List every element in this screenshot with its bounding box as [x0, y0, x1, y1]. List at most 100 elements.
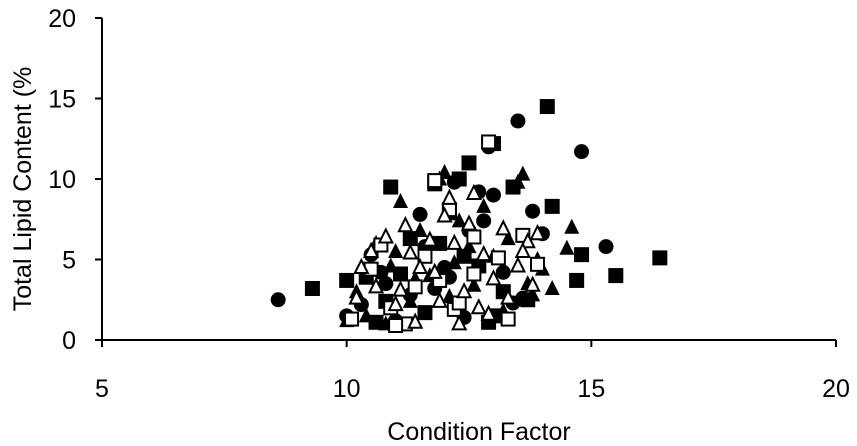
- point-square: [383, 179, 399, 195]
- y-tick-label: 10: [48, 166, 76, 194]
- x-tick-label: 5: [95, 375, 109, 403]
- point-circle: [485, 187, 501, 203]
- point-circle: [598, 239, 614, 255]
- point-triangle: [383, 257, 399, 273]
- point-open-triangle: [348, 288, 365, 305]
- point-open-square: [466, 266, 482, 282]
- x-tick-label: 20: [822, 375, 850, 403]
- point-open-triangle: [509, 256, 527, 273]
- point-open-triangle: [475, 244, 492, 262]
- point-triangle: [544, 279, 560, 295]
- point-open-square: [451, 295, 467, 311]
- point-triangle: [510, 173, 526, 189]
- y-tick-label: 0: [62, 327, 76, 355]
- x-tick-label: 15: [577, 375, 605, 403]
- point-triangle: [358, 307, 374, 323]
- point-triangle: [466, 276, 482, 292]
- point-square: [432, 235, 448, 251]
- point-open-triangle: [446, 233, 463, 250]
- x-tick-label: 10: [333, 375, 361, 403]
- point-triangle: [525, 286, 541, 302]
- point-open-triangle: [495, 219, 512, 236]
- point-open-square: [481, 134, 497, 150]
- point-open-triangle: [402, 243, 419, 260]
- point-triangle: [392, 193, 408, 209]
- point-open-square: [490, 250, 506, 266]
- point-square: [544, 198, 560, 214]
- point-square: [339, 272, 355, 288]
- point-open-triangle: [451, 314, 468, 331]
- point-square: [608, 268, 624, 284]
- point-open-triangle: [500, 288, 517, 305]
- point-open-square: [466, 229, 482, 245]
- y-tick-label: 5: [62, 247, 76, 275]
- point-open-triangle: [421, 230, 438, 247]
- point-open-square: [407, 279, 423, 295]
- point-square: [652, 250, 668, 266]
- y-axis-title: Total Lipid Content (%: [9, 67, 37, 312]
- point-circle: [510, 113, 526, 129]
- point-triangle: [564, 218, 580, 234]
- axes: [95, 17, 837, 347]
- point-triangle: [461, 238, 477, 254]
- point-triangle: [402, 292, 418, 308]
- point-circle: [574, 144, 590, 160]
- point-square: [451, 171, 467, 187]
- point-square: [304, 280, 320, 296]
- point-triangle: [500, 230, 516, 246]
- point-square: [574, 247, 590, 263]
- point-open-triangle: [407, 312, 424, 329]
- point-open-square: [500, 311, 516, 327]
- point-open-triangle: [524, 275, 541, 292]
- point-open-triangle: [455, 281, 473, 299]
- point-square: [539, 99, 555, 115]
- point-open-triangle: [529, 224, 546, 241]
- point-triangle: [388, 242, 404, 258]
- point-open-triangle: [397, 215, 414, 233]
- point-open-triangle: [480, 304, 497, 321]
- point-open-triangle: [411, 257, 429, 275]
- point-open-triangle: [387, 294, 404, 312]
- point-open-square: [417, 248, 433, 264]
- point-open-triangle: [367, 277, 385, 294]
- point-circle: [476, 213, 492, 229]
- y-tick-label: 15: [48, 86, 76, 114]
- point-open-triangle: [519, 232, 536, 249]
- point-triangle: [559, 239, 575, 255]
- point-open-triangle: [465, 183, 483, 200]
- point-square: [569, 272, 585, 288]
- point-open-square: [344, 311, 360, 327]
- point-open-triangle: [470, 298, 487, 315]
- point-open-triangle: [436, 206, 453, 223]
- point-open-triangle: [460, 214, 478, 231]
- point-circle: [412, 206, 428, 222]
- y-tick-label: 20: [48, 5, 76, 33]
- point-open-square: [530, 256, 546, 272]
- point-open-triangle: [353, 257, 370, 275]
- point-open-triangle: [485, 269, 502, 286]
- point-open-triangle: [392, 280, 409, 297]
- point-square: [368, 314, 384, 330]
- x-axis-title: Condition Factor: [387, 418, 570, 446]
- point-open-triangle: [441, 188, 458, 205]
- data-points: [270, 99, 668, 334]
- point-triangle: [446, 254, 462, 270]
- point-open-triangle: [377, 227, 394, 244]
- point-circle: [525, 203, 541, 219]
- point-open-triangle: [431, 291, 448, 308]
- point-circle: [378, 276, 394, 292]
- point-triangle: [451, 212, 467, 228]
- point-open-triangle: [426, 262, 443, 279]
- point-triangle: [515, 165, 531, 181]
- point-square: [417, 305, 433, 321]
- point-open-triangle: [363, 241, 380, 258]
- point-circle: [495, 264, 511, 280]
- point-open-square: [388, 318, 404, 334]
- point-square: [461, 155, 477, 171]
- point-triangle: [476, 197, 492, 213]
- point-open-square: [427, 173, 443, 189]
- point-circle: [270, 292, 286, 308]
- point-open-triangle: [514, 241, 531, 258]
